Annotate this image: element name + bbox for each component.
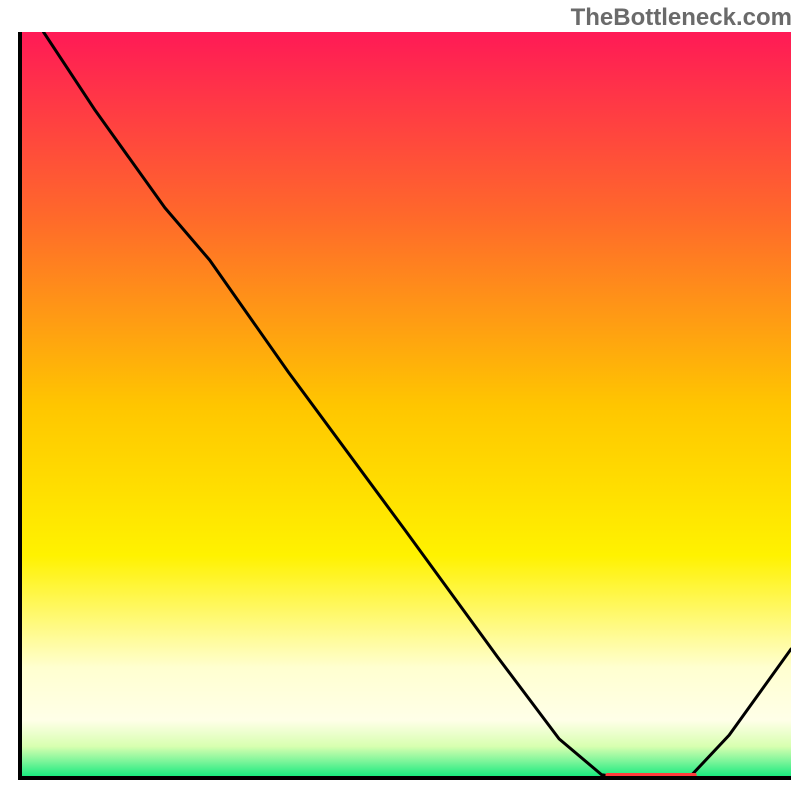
plot-background [18,32,791,780]
y-axis [18,32,22,780]
watermark-text: TheBottleneck.com [571,4,792,32]
x-axis [18,776,791,780]
plot-svg [18,32,791,780]
plot-area [18,32,791,780]
chart-container: TheBottleneck.com [0,0,800,800]
